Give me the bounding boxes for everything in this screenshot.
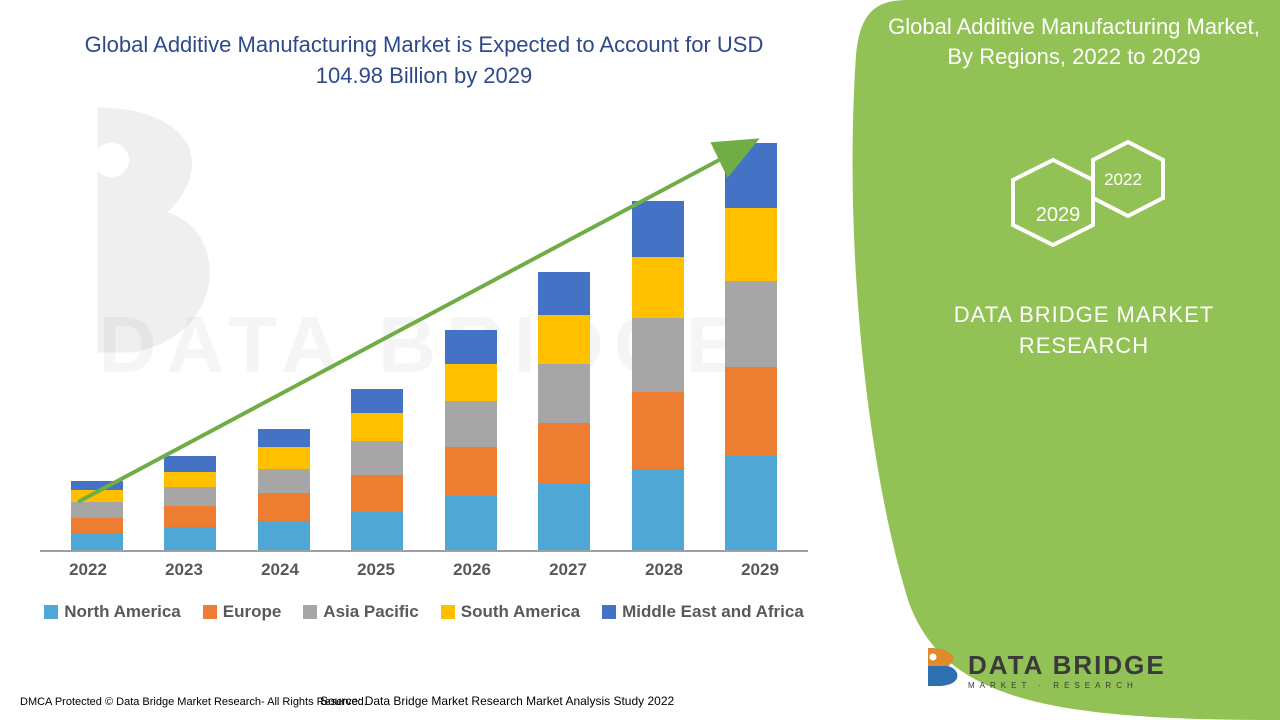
bar-segment [445, 401, 497, 447]
bar-segment [538, 272, 590, 315]
bar-segment [632, 257, 684, 318]
stacked-bar [71, 481, 123, 552]
hex-year-badges: 2029 2022 [958, 140, 1208, 300]
legend-swatch [441, 605, 455, 619]
legend-swatch [303, 605, 317, 619]
legend-swatch [44, 605, 58, 619]
bar-segment [71, 481, 123, 490]
legend-label: South America [461, 602, 580, 622]
bar-group [351, 389, 403, 552]
company-name: DATA BRIDGE MARKET RESEARCH [908, 300, 1260, 362]
bar-segment [71, 518, 123, 533]
bar-group [725, 143, 777, 551]
right-panel-title: Global Additive Manufacturing Market, By… [888, 12, 1260, 71]
x-tick-label: 2025 [350, 560, 402, 580]
stacked-bar [164, 456, 216, 551]
bar-segment [351, 441, 403, 475]
bar-group [258, 429, 310, 552]
bar-segment [632, 392, 684, 469]
legend-label: Europe [223, 602, 282, 622]
x-tick-label: 2026 [446, 560, 498, 580]
bar-segment [725, 281, 777, 367]
bar-segment [351, 512, 403, 552]
legend-label: Middle East and Africa [622, 602, 804, 622]
bar-segment [632, 469, 684, 552]
bar-group [71, 481, 123, 552]
stacked-bar [632, 201, 684, 551]
legend-item: Middle East and Africa [602, 602, 804, 622]
legend-label: North America [64, 602, 181, 622]
bar-segment [71, 502, 123, 517]
chart-title: Global Additive Manufacturing Market is … [60, 30, 788, 92]
bar-segment [258, 521, 310, 552]
stacked-bar [725, 143, 777, 551]
bar-group [445, 330, 497, 551]
stacked-bar [258, 429, 310, 552]
bar-segment [351, 475, 403, 512]
bar-segment [71, 490, 123, 502]
x-tick-label: 2022 [62, 560, 114, 580]
bar-segment [445, 447, 497, 496]
chart-legend: North America Europe Asia Pacific South Ame… [40, 602, 808, 622]
footer-source: Source: Data Bridge Market Research Mark… [320, 694, 674, 708]
chart-plot-area [40, 122, 808, 552]
bar-segment [258, 447, 310, 469]
bar-segment [164, 472, 216, 487]
bar-segment [725, 143, 777, 208]
bar-segment [164, 487, 216, 505]
x-tick-label: 2023 [158, 560, 210, 580]
bar-segment [351, 413, 403, 441]
logo-mark-icon [920, 644, 964, 688]
legend-item: Asia Pacific [303, 602, 418, 622]
bar-segment [725, 208, 777, 282]
stacked-bar [351, 389, 403, 552]
x-axis-labels: 2022 2023 2024 2025 2026 2027 2028 2029 [40, 560, 808, 580]
x-tick-label: 2024 [254, 560, 306, 580]
bar-segment [445, 496, 497, 551]
bar-group [164, 456, 216, 551]
x-tick-label: 2028 [638, 560, 690, 580]
x-tick-label: 2029 [734, 560, 786, 580]
bar-group [632, 201, 684, 551]
bar-segment [538, 423, 590, 484]
x-axis-line [40, 550, 808, 552]
bar-segment [538, 315, 590, 364]
bar-segment [351, 389, 403, 414]
logo-subtext: MARKET · RESEARCH [968, 681, 1260, 690]
bar-segment [258, 469, 310, 494]
bar-segment [538, 484, 590, 552]
legend-item: North America [44, 602, 181, 622]
legend-swatch [602, 605, 616, 619]
bar-segment [538, 364, 590, 422]
bar-segment [445, 364, 497, 401]
legend-item: Europe [203, 602, 282, 622]
legend-item: South America [441, 602, 580, 622]
legend-swatch [203, 605, 217, 619]
logo-text: DATA BRIDGE [968, 650, 1260, 681]
stacked-bar [538, 272, 590, 551]
bar-segment [258, 429, 310, 447]
bar-group [538, 272, 590, 551]
bar-segment [632, 201, 684, 256]
company-logo: DATA BRIDGE MARKET · RESEARCH [968, 650, 1260, 690]
footer-dmca: DMCA Protected © Data Bridge Market Rese… [20, 696, 367, 708]
x-tick-label: 2027 [542, 560, 594, 580]
bars-container [40, 122, 808, 552]
bar-segment [725, 367, 777, 456]
bar-segment [632, 318, 684, 392]
stacked-bar [445, 330, 497, 551]
chart-panel: DATA BRIDGE Global Additive Manufacturin… [0, 0, 848, 720]
right-panel: Global Additive Manufacturing Market, By… [848, 0, 1280, 720]
bar-segment [725, 456, 777, 551]
bar-segment [258, 493, 310, 521]
bar-segment [164, 456, 216, 471]
legend-label: Asia Pacific [323, 602, 418, 622]
hex-small-label: 2022 [1078, 142, 1168, 218]
bar-segment [164, 527, 216, 552]
bar-segment [445, 330, 497, 364]
bar-segment [164, 506, 216, 528]
